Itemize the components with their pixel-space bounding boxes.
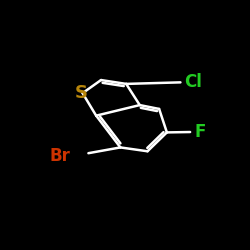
Text: Br: Br <box>50 146 70 164</box>
Text: Cl: Cl <box>184 73 202 91</box>
Text: F: F <box>194 123 205 141</box>
Text: S: S <box>75 84 88 102</box>
